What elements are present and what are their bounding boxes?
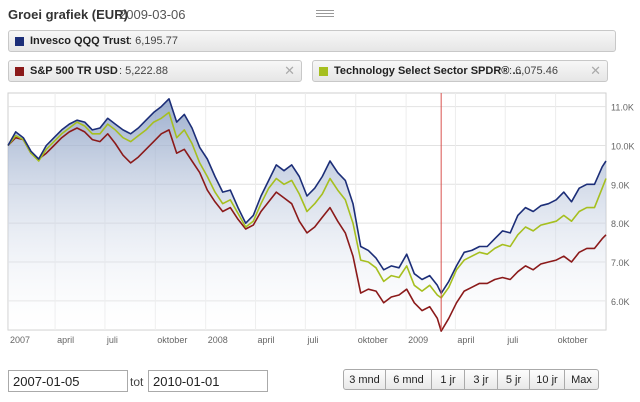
current-date: 2009-03-06: [119, 7, 186, 22]
chart-header: Groei grafiek (EUR) 2009-03-06: [0, 0, 640, 28]
legend-name: Invesco QQQ Trust: [30, 35, 130, 47]
legend-value: : 5,222.88: [119, 65, 168, 77]
y-tick-label: 6.0K: [611, 297, 630, 307]
range-5-years-button[interactable]: 5 jr: [498, 369, 530, 390]
series-line-1: [7, 127, 607, 332]
y-tick-label: 7.0K: [611, 258, 630, 268]
x-tick-label: april: [258, 335, 275, 345]
chart-title: Groei grafiek (EUR): [8, 7, 128, 22]
x-tick-label: juli: [106, 335, 118, 345]
x-tick-label: april: [457, 335, 474, 345]
x-tick-label: oktober: [157, 335, 187, 345]
series-lines: [7, 98, 607, 332]
x-tick-label: oktober: [358, 335, 388, 345]
x-tick-label: juli: [306, 335, 318, 345]
range-button-group: 3 mnd 6 mnd 1 jr 3 jr 5 jr 10 jr Max: [343, 369, 599, 390]
x-tick-label: 2009: [408, 335, 428, 345]
series-line-0: [7, 98, 607, 295]
legend-swatch-sp500: [15, 67, 24, 76]
legend-name: Technology Select Sector SPDR® ...: [334, 65, 522, 77]
legend-item-qqq[interactable]: Invesco QQQ Trust : 6,195.77: [8, 30, 616, 52]
range-10-years-button[interactable]: 10 jr: [530, 369, 565, 390]
start-date-input[interactable]: [8, 370, 128, 392]
legend-item-xlk[interactable]: Technology Select Sector SPDR® ... : 6,0…: [312, 60, 608, 82]
series-line-2: [7, 111, 607, 299]
legend-swatch-xlk: [319, 67, 328, 76]
y-tick-label: 9.0K: [611, 180, 630, 190]
x-axis-ticks: 2007 april juli oktober 2008 april juli oktober…: [10, 335, 588, 345]
range-6-months-button[interactable]: 6 mnd: [386, 369, 432, 390]
x-tick-label: 2007: [10, 335, 30, 345]
range-3-years-button[interactable]: 3 jr: [465, 369, 498, 390]
range-1-year-button[interactable]: 1 jr: [432, 369, 465, 390]
end-date-input[interactable]: [148, 370, 268, 392]
legend-name: S&P 500 TR USD: [30, 65, 118, 77]
remove-series-sp500-icon[interactable]: ✕: [284, 63, 295, 78]
legend-value: : 6,075.46: [509, 65, 558, 77]
x-tick-label: oktober: [558, 335, 588, 345]
range-max-button[interactable]: Max: [565, 369, 599, 390]
drag-handle-icon[interactable]: [316, 10, 334, 17]
x-tick-label: 2008: [208, 335, 228, 345]
y-tick-label: 8.0K: [611, 219, 630, 229]
remove-series-xlk-icon[interactable]: ✕: [590, 63, 601, 78]
x-tick-label: april: [57, 335, 74, 345]
legend-item-sp500[interactable]: S&P 500 TR USD : 5,222.88 ✕: [8, 60, 302, 82]
y-axis-ticks: 6.0K 7.0K 8.0K 9.0K 10.0K 11.0K: [611, 103, 635, 307]
legend-swatch-qqq: [15, 37, 24, 46]
legend-value: : 6,195.77: [129, 35, 178, 47]
range-3-months-button[interactable]: 3 mnd: [343, 369, 386, 390]
to-label: tot: [130, 375, 144, 389]
qqq-area-fill: [8, 98, 606, 330]
growth-chart[interactable]: 6.0K 7.0K 8.0K 9.0K 10.0K 11.0K 2007 april juli…: [0, 88, 640, 350]
y-tick-label: 11.0K: [611, 103, 634, 113]
y-tick-label: 10.0K: [611, 141, 635, 151]
x-tick-label: juli: [506, 335, 518, 345]
